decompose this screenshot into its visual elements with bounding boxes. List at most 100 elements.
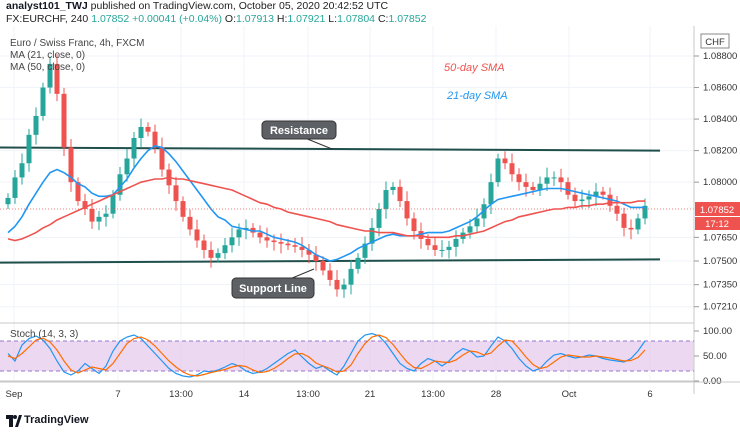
candle	[390, 182, 396, 195]
stoch-k-line[interactable]	[7, 332, 646, 378]
candle	[565, 177, 571, 200]
candle-body	[243, 227, 249, 230]
candle-body	[495, 158, 501, 183]
candle	[320, 256, 326, 276]
candle	[313, 246, 319, 271]
candle	[432, 237, 438, 256]
candle	[187, 209, 193, 236]
candle	[355, 253, 361, 274]
candle-body	[341, 284, 347, 290]
candle	[509, 153, 515, 182]
candle	[33, 107, 39, 145]
stoch-legend: Stoch (14, 3, 3)	[10, 329, 79, 340]
candle-body	[82, 201, 88, 209]
candle-body	[390, 186, 396, 191]
candle-body	[313, 254, 319, 261]
candle	[264, 227, 270, 248]
candle-body	[355, 257, 361, 269]
x-tick-label: 21	[365, 389, 376, 400]
candle-body	[236, 229, 242, 238]
candle	[593, 183, 599, 207]
support-callout: Support Line	[231, 268, 315, 299]
last-price-tag-text: 1.07852	[700, 205, 734, 216]
candle-body	[628, 227, 634, 230]
candle	[138, 118, 144, 148]
candle	[488, 173, 494, 215]
candle-body	[145, 126, 151, 132]
candle	[19, 153, 25, 185]
candle-body	[19, 163, 25, 178]
candle-body	[593, 191, 599, 197]
currency-badge-text: CHF	[705, 37, 725, 48]
x-tick-label: 13:00	[296, 389, 320, 400]
grid	[0, 26, 694, 381]
candle-body	[411, 218, 417, 232]
trendline-resistance[interactable]	[0, 146, 661, 152]
ohlc-high: 1.07921	[287, 13, 326, 25]
candle-body	[26, 134, 32, 164]
candle	[229, 227, 235, 253]
candle-body	[117, 174, 123, 195]
y-tick-label: 1.07210	[703, 302, 737, 313]
resistance-label: Resistance	[270, 125, 328, 137]
candle	[257, 225, 263, 244]
stoch-d-line[interactable]	[7, 334, 646, 377]
change: +0.00041 (+0.04%)	[132, 13, 222, 25]
candle	[474, 208, 480, 234]
candles	[5, 54, 648, 298]
countdown-tag	[695, 217, 740, 230]
x-tick-label: 7	[115, 389, 120, 400]
candle	[376, 202, 382, 237]
candle	[621, 207, 627, 237]
candle	[551, 171, 557, 186]
candle-body	[474, 218, 480, 227]
candle	[215, 248, 221, 263]
ohlc-low-label: L:	[328, 13, 338, 25]
tradingview-logo-icon	[6, 415, 22, 427]
candle-body	[334, 279, 340, 290]
candle	[68, 138, 74, 192]
candle-body	[565, 182, 571, 195]
candle-body	[404, 201, 410, 219]
candle	[292, 237, 298, 253]
ohlc-low: 1.07804	[337, 13, 376, 25]
author[interactable]: analyst101_TWJ	[6, 0, 88, 12]
legend-ma50: MA (50, close, 0)	[10, 62, 86, 73]
candle-body	[439, 249, 445, 251]
candle	[299, 237, 305, 258]
candle-body	[453, 238, 459, 247]
candle-body	[131, 138, 137, 159]
header-line-2: FX:EURCHF, 240 1.07852 +0.00041 (+0.04%)…	[6, 13, 426, 26]
candle-body	[110, 194, 116, 214]
candle	[453, 230, 459, 257]
candle-body	[138, 126, 144, 138]
candle-body	[306, 249, 312, 255]
candle-body	[229, 237, 235, 246]
stochastic-pane[interactable]	[0, 332, 694, 378]
candle	[628, 219, 634, 240]
candle	[152, 124, 158, 154]
candle-body	[292, 245, 298, 247]
ma50-line[interactable]	[7, 176, 645, 242]
candle-body	[285, 243, 291, 246]
x-tick-label: Oct	[562, 389, 577, 400]
candle-body	[523, 182, 529, 187]
candle	[96, 210, 102, 231]
y-tick-label: 1.08600	[703, 83, 737, 94]
candle	[82, 193, 88, 215]
time-axis[interactable]: Sep 7 13:00 14 13:00 21 13:00 28 Oct 6	[6, 389, 653, 400]
footer: TradingView	[0, 406, 740, 432]
candle	[614, 196, 620, 221]
candle	[26, 128, 32, 172]
candle	[334, 270, 340, 297]
countdown-tag-text: 17:12	[705, 219, 729, 230]
candle	[635, 213, 641, 235]
candle-body	[103, 213, 109, 217]
candle	[194, 219, 200, 248]
candle-body	[68, 147, 74, 183]
price-pane[interactable]	[0, 26, 694, 322]
candle-body	[201, 240, 207, 250]
candle-body	[299, 246, 305, 250]
chart-area[interactable]: Resistance Support Line 50-day SMA 21-da…	[0, 26, 740, 406]
legend-title: Euro / Swiss Franc, 4h, FXCM	[10, 38, 145, 49]
